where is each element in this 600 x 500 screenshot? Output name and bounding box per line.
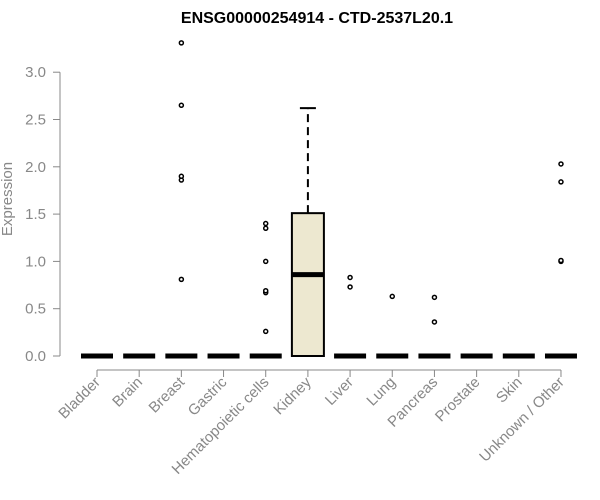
x-tick-label: Breast — [146, 373, 189, 416]
y-tick-label: 1.5 — [25, 206, 46, 223]
outlier-point — [178, 40, 185, 46]
x-tick-label: Kidney — [270, 373, 315, 418]
outlier-point — [262, 220, 269, 227]
y-tick-label: 2.0 — [25, 159, 46, 176]
y-tick-label: 3.0 — [25, 64, 46, 81]
outlier-point — [558, 161, 564, 167]
outlier-point — [262, 225, 269, 232]
box-group — [334, 274, 367, 359]
x-tick-label: Prostate — [432, 374, 484, 426]
outlier-point — [178, 102, 185, 109]
plot-area — [81, 40, 577, 359]
x-tick-label: Bladder — [55, 374, 104, 423]
y-axis: 0.0 0.5 1.0 1.5 2.0 2.5 3.0 — [25, 64, 61, 365]
y-axis-label: Expression — [0, 162, 16, 236]
box-group — [418, 294, 451, 359]
x-tick-label: Skin — [493, 374, 526, 407]
y-tick-label: 1.0 — [25, 253, 46, 270]
outlier-point — [262, 287, 269, 294]
outlier-point — [389, 293, 396, 300]
outlier-point — [178, 173, 185, 180]
y-tick-label: 0.5 — [25, 301, 46, 318]
y-tick-label: 2.5 — [25, 112, 46, 129]
box-rect — [290, 212, 325, 357]
outlier-point — [431, 319, 438, 325]
box-group — [165, 40, 198, 359]
box-group — [376, 293, 409, 359]
x-tick-label: Lung — [363, 374, 399, 410]
outlier-point — [262, 328, 269, 335]
outlier-point — [347, 284, 353, 290]
outlier-point — [178, 276, 185, 283]
x-tick-label: Liver — [322, 374, 357, 409]
outlier-point — [558, 179, 564, 185]
chart-title: ENSG00000254914 - CTD-2537L20.1 — [181, 10, 453, 27]
outlier-point — [347, 274, 353, 281]
box-group — [290, 107, 325, 357]
outlier-point — [262, 258, 269, 265]
y-tick-label: 0.0 — [25, 348, 46, 365]
outlier-point — [558, 257, 564, 264]
box-group — [249, 220, 282, 359]
box-group — [544, 161, 577, 359]
x-tick-label: Brain — [109, 374, 146, 411]
outlier-point — [431, 294, 438, 301]
